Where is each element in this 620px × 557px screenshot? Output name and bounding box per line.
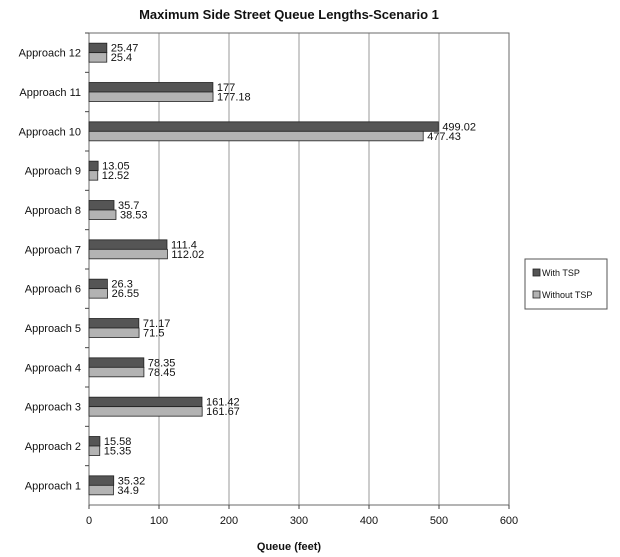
bar-with-tsp-approach-2	[88, 436, 101, 447]
bar-without-tsp-approach-9	[88, 170, 99, 181]
y-tick-label-11: Approach 11	[19, 87, 81, 99]
x-tick-label-0: 0	[86, 515, 92, 527]
x-tick-label-400: 400	[360, 515, 378, 527]
data-label-with-tsp-approach-6: 26.3	[111, 279, 132, 291]
y-tick-label-3: Approach 3	[25, 402, 81, 414]
data-label-without-tsp-approach-4: 78.45	[148, 367, 176, 379]
data-label-without-tsp-approach-5: 71.5	[143, 328, 164, 340]
data-label-without-tsp-approach-7: 112.02	[171, 249, 204, 261]
legend-swatch-without-tsp	[532, 290, 541, 299]
x-tick-label-600: 600	[500, 515, 518, 527]
bar-without-tsp-approach-1	[88, 484, 114, 496]
bar-with-tsp-approach-8	[88, 200, 115, 211]
data-label-without-tsp-approach-9: 12.52	[102, 170, 130, 182]
data-label-without-tsp-approach-1: 34.9	[117, 485, 138, 497]
bar-with-tsp-approach-9	[88, 160, 99, 172]
bar-with-tsp-approach-10	[88, 121, 439, 132]
data-label-without-tsp-approach-3: 161.67	[206, 406, 240, 418]
y-tick-label-4: Approach 4	[25, 362, 81, 374]
bar-with-tsp-approach-5	[88, 318, 140, 329]
x-tick-label-200: 200	[220, 515, 238, 527]
bar-without-tsp-approach-6	[88, 288, 108, 299]
data-label-with-tsp-approach-1: 35.32	[118, 475, 146, 487]
bar-with-tsp-approach-6	[88, 278, 108, 290]
bar-without-tsp-approach-11	[88, 91, 214, 102]
data-label-with-tsp-approach-5: 71.17	[143, 318, 171, 330]
bar-with-tsp-approach-4	[88, 357, 145, 368]
x-tick-label-100: 100	[150, 515, 168, 527]
data-label-with-tsp-approach-9: 13.05	[102, 161, 130, 173]
y-tick-label-8: Approach 8	[25, 205, 81, 217]
y-tick-label-1: Approach 1	[25, 480, 81, 492]
y-tick-label-2: Approach 2	[25, 441, 81, 453]
bar-without-tsp-approach-12	[88, 52, 108, 63]
x-tick-label-500: 500	[430, 515, 448, 527]
bar-with-tsp-approach-11	[88, 82, 214, 93]
data-label-without-tsp-approach-10: 477.43	[427, 131, 461, 143]
bar-without-tsp-approach-8	[88, 209, 117, 220]
legend-label-without-tsp: Without TSP	[542, 290, 592, 300]
data-label-with-tsp-approach-12: 25.47	[111, 43, 139, 55]
y-tick-label-10: Approach 10	[19, 126, 81, 138]
data-label-with-tsp-approach-3: 161.42	[206, 397, 240, 409]
bar-without-tsp-approach-7	[88, 248, 168, 260]
data-label-with-tsp-approach-11: 177	[217, 82, 235, 94]
data-label-without-tsp-approach-12: 25.4	[111, 52, 132, 64]
bar-without-tsp-approach-3	[88, 406, 203, 417]
y-tick-label-9: Approach 9	[25, 166, 81, 178]
bar-with-tsp-approach-7	[88, 239, 168, 250]
chart-title: Maximum Side Street Queue Lengths-Scenar…	[139, 7, 439, 22]
data-label-with-tsp-approach-7: 111.4	[171, 239, 197, 251]
data-label-with-tsp-approach-4: 78.35	[148, 357, 176, 369]
data-label-without-tsp-approach-11: 177.18	[217, 92, 251, 104]
data-label-with-tsp-approach-10: 499.02	[442, 121, 476, 133]
legend-swatch-with-tsp	[532, 268, 541, 277]
bar-without-tsp-approach-2	[88, 445, 101, 456]
y-tick-label-6: Approach 6	[25, 284, 81, 296]
x-tick-label-300: 300	[290, 515, 308, 527]
bar-without-tsp-approach-10	[88, 130, 424, 142]
y-tick-label-12: Approach 12	[19, 48, 81, 60]
x-axis-title: Queue (feet)	[257, 541, 322, 553]
legend-box	[524, 258, 608, 310]
data-label-without-tsp-approach-6: 26.55	[112, 288, 140, 300]
legend-label-with-tsp: With TSP	[542, 268, 580, 278]
bar-with-tsp-approach-12	[88, 42, 108, 54]
data-label-with-tsp-approach-8: 35.7	[118, 200, 139, 212]
y-tick-label-7: Approach 7	[25, 244, 81, 256]
y-tick-label-5: Approach 5	[25, 323, 81, 335]
data-label-without-tsp-approach-2: 15.35	[104, 446, 132, 458]
bar-with-tsp-approach-1	[88, 475, 115, 486]
bar-with-tsp-approach-3	[88, 396, 203, 408]
bar-without-tsp-approach-4	[88, 366, 145, 378]
bar-without-tsp-approach-5	[88, 327, 140, 338]
data-label-without-tsp-approach-8: 38.53	[120, 210, 148, 222]
data-label-with-tsp-approach-2: 15.58	[104, 436, 132, 448]
